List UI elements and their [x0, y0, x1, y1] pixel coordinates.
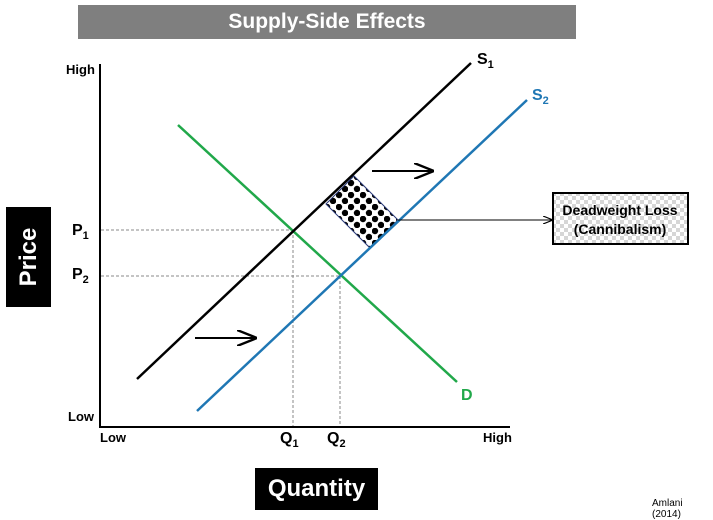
s1-label: S1: [477, 51, 494, 71]
quantity-axis-title: Quantity: [255, 468, 378, 510]
price-axis-title: Price: [6, 207, 51, 307]
x-axis-low-label: Low: [100, 430, 127, 445]
y-axis-low-label: Low: [68, 409, 95, 424]
d-label: D: [461, 387, 473, 404]
deadweight-loss-region: [325, 175, 399, 249]
x-axis-high-label: High: [483, 430, 512, 445]
q1-label: Q1: [280, 430, 299, 450]
p1-label: P1: [72, 222, 89, 242]
demand-curve: [177, 124, 458, 383]
callout-line-1: Deadweight Loss: [562, 202, 677, 218]
s2-label: S2: [532, 87, 549, 107]
y-axis-high-label: High: [66, 62, 95, 77]
supply-curve-s1: [136, 62, 472, 380]
supply-curve-s2: [196, 99, 528, 412]
q2-label: Q2: [327, 430, 346, 450]
p2-label: P2: [72, 266, 89, 286]
deadweight-loss-callout-box: [552, 192, 689, 245]
diagram-title: Supply-Side Effects: [78, 5, 576, 39]
callout-line-2: (Cannibalism): [574, 221, 667, 237]
